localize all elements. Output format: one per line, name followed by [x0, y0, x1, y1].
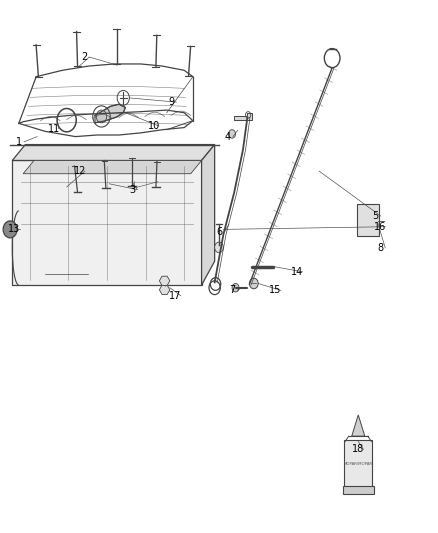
Circle shape — [215, 242, 223, 253]
Text: 15: 15 — [269, 285, 282, 295]
Circle shape — [232, 284, 239, 292]
Text: 9: 9 — [168, 97, 174, 107]
FancyBboxPatch shape — [344, 440, 372, 488]
Circle shape — [229, 130, 236, 138]
FancyBboxPatch shape — [357, 204, 379, 236]
Circle shape — [3, 221, 17, 238]
Circle shape — [152, 182, 160, 192]
Circle shape — [127, 181, 136, 191]
Polygon shape — [159, 276, 170, 285]
Circle shape — [102, 183, 110, 193]
Text: 12: 12 — [74, 166, 86, 176]
Polygon shape — [95, 104, 125, 123]
Text: 3: 3 — [129, 184, 135, 195]
Circle shape — [96, 110, 107, 123]
Polygon shape — [23, 160, 201, 174]
Text: 2: 2 — [81, 52, 87, 62]
Text: 11: 11 — [47, 124, 60, 134]
Text: 16: 16 — [374, 222, 386, 232]
Text: MOPAR/MOPAR: MOPAR/MOPAR — [344, 462, 373, 466]
Text: 14: 14 — [291, 267, 304, 277]
Polygon shape — [201, 144, 215, 285]
Text: 18: 18 — [352, 445, 364, 455]
Circle shape — [250, 278, 258, 289]
Text: 6: 6 — [216, 227, 222, 237]
Text: 5: 5 — [373, 211, 379, 221]
Polygon shape — [12, 160, 201, 285]
Text: 7: 7 — [229, 285, 235, 295]
FancyBboxPatch shape — [343, 486, 374, 495]
Text: 1: 1 — [16, 137, 22, 147]
Circle shape — [73, 187, 82, 198]
Text: 17: 17 — [170, 290, 182, 301]
Text: 13: 13 — [8, 224, 21, 235]
Polygon shape — [159, 285, 170, 294]
Text: 8: 8 — [377, 243, 383, 253]
Polygon shape — [352, 415, 365, 436]
Text: 4: 4 — [225, 132, 231, 142]
Polygon shape — [234, 113, 252, 119]
Polygon shape — [12, 144, 215, 160]
Text: 10: 10 — [148, 121, 160, 131]
